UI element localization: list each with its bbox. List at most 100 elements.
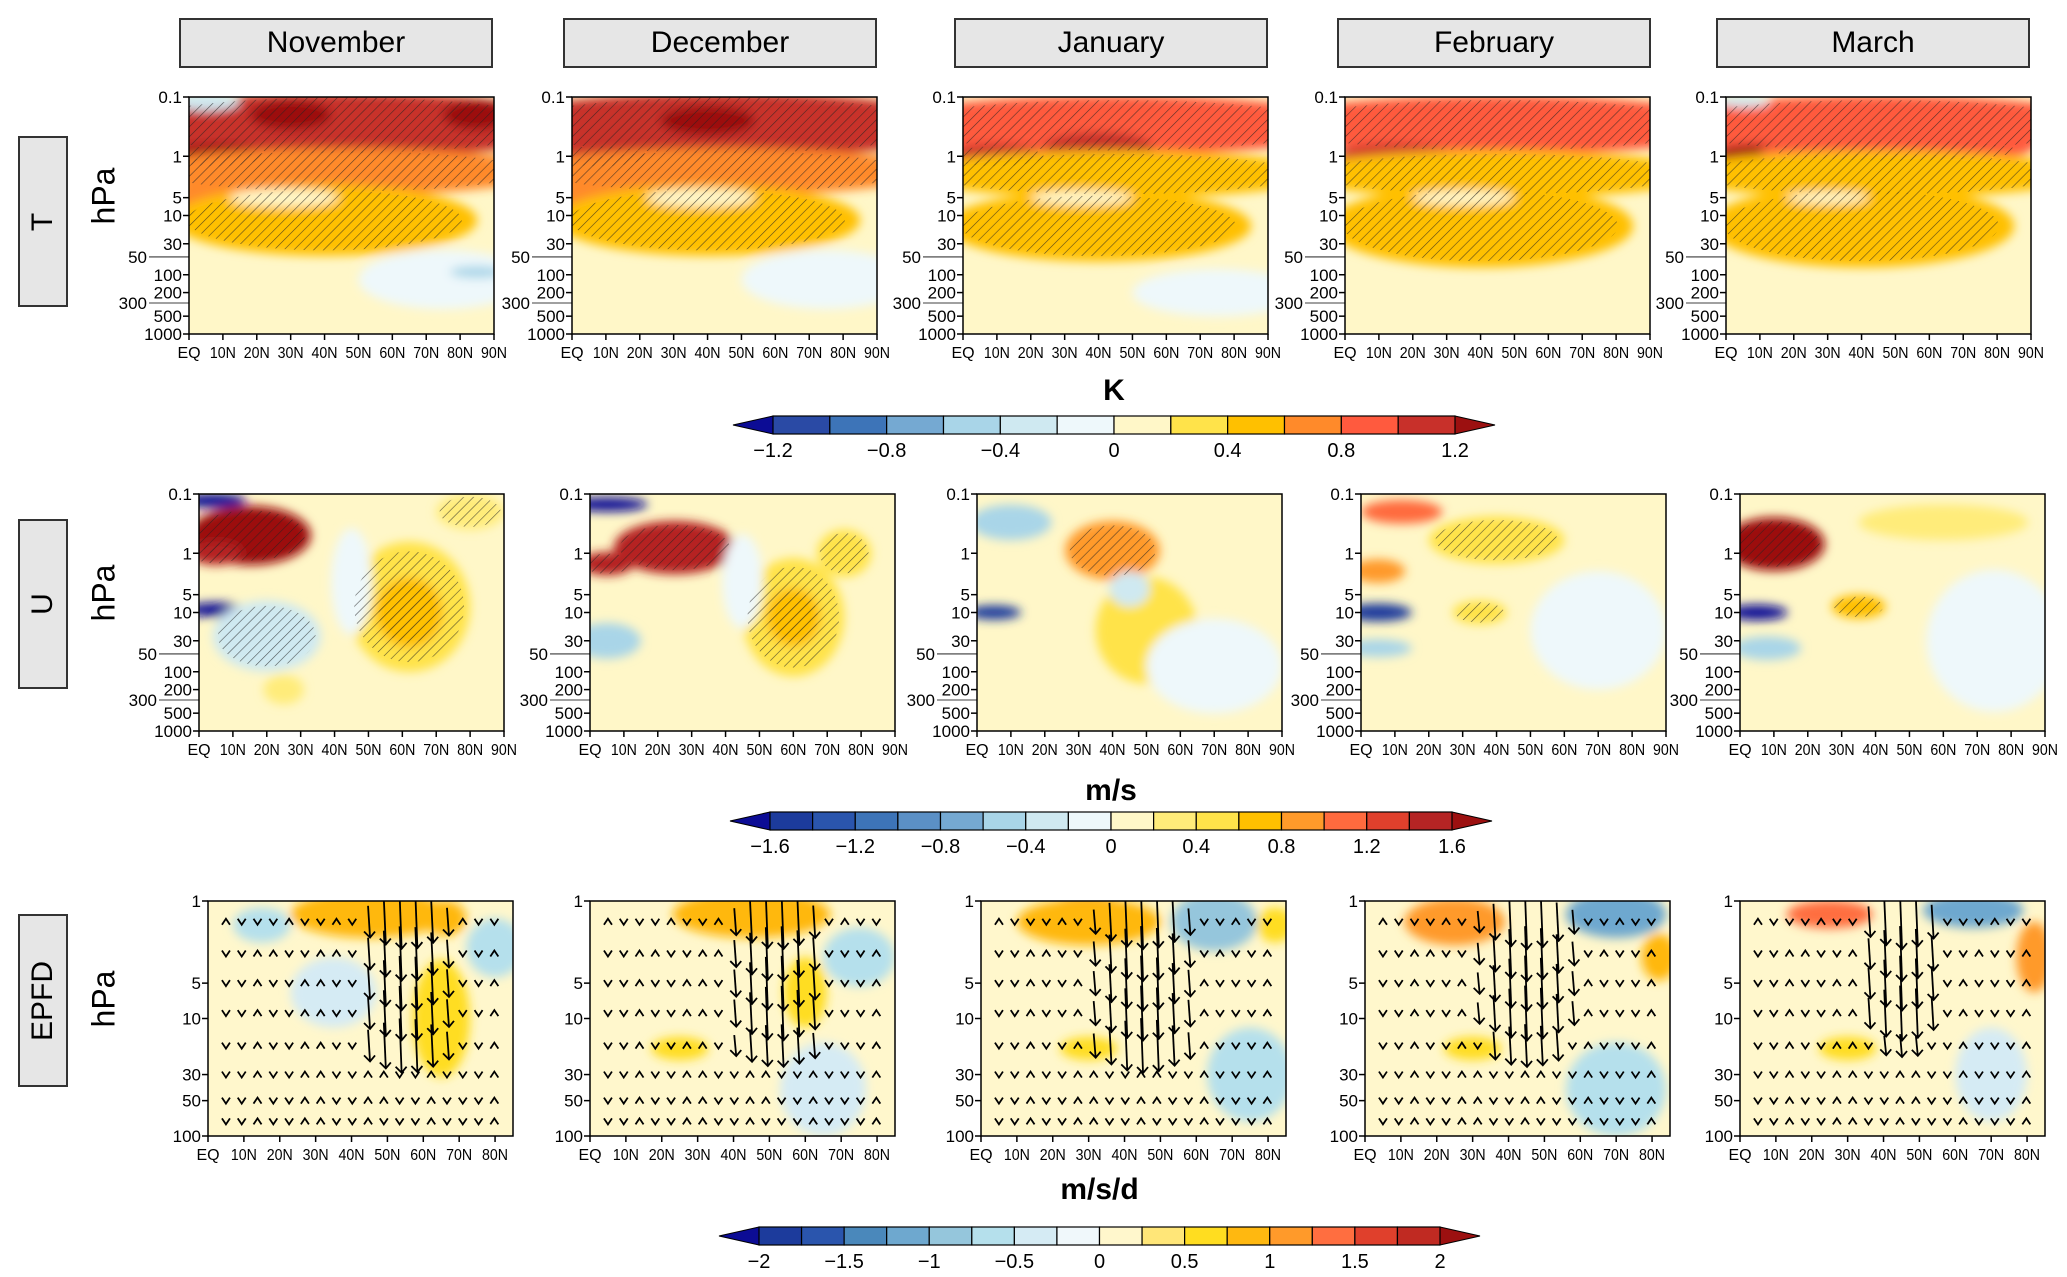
flux-arrow-small — [1768, 1009, 1779, 1018]
flux-arrow-small — [634, 1116, 645, 1125]
flux-arrow-small — [1441, 1097, 1451, 1106]
flux-arrow-small — [808, 1116, 818, 1125]
x-tick-label: 90N — [481, 345, 507, 362]
colorbar-tick-label: 0 — [1094, 1251, 1105, 1273]
flux-arrow-head — [1863, 962, 1877, 971]
y-tick-label: 10 — [564, 1010, 583, 1029]
flux-arrow-small — [1441, 950, 1451, 959]
flux-arrow-head — [1120, 1031, 1133, 1040]
flux-arrow-small — [603, 1042, 613, 1051]
x-tick-label: 80N — [447, 345, 473, 362]
flux-arrow-small — [650, 1042, 661, 1051]
field-anomaly — [651, 1036, 709, 1061]
flux-arrow-small — [1199, 1008, 1209, 1017]
flux-arrow-head — [363, 992, 376, 1001]
flux-arrow-small — [347, 918, 357, 927]
significance-hatching — [199, 543, 241, 564]
y-tick-label: 30 — [182, 1066, 201, 1085]
flux-arrow-small — [1073, 918, 1083, 927]
flux-arrow-small — [331, 1117, 342, 1126]
flux-arrow-head — [1120, 971, 1133, 980]
flux-arrow-head — [1104, 965, 1118, 974]
flux-arrow — [812, 905, 817, 938]
flux-arrow-small — [713, 1071, 724, 1080]
flux-arrow — [764, 927, 769, 980]
flux-arrow — [414, 956, 419, 1010]
y-tick-label: 50 — [1665, 248, 1684, 267]
flux-arrow-small — [1630, 1042, 1641, 1051]
x-tick-label: 80N — [1221, 345, 1247, 362]
flux-arrow-small — [713, 1042, 724, 1051]
x-tick-label: 20N — [1032, 742, 1058, 759]
flux-arrow-small — [1262, 1069, 1273, 1079]
x-tick-label: 80N — [1235, 742, 1261, 759]
flux-arrow-small — [682, 978, 692, 987]
flux-arrow — [446, 939, 450, 968]
flux-arrow — [1867, 997, 1872, 1029]
y-tick-label: 1000 — [1316, 722, 1354, 741]
flux-arrow-small — [1990, 979, 2000, 988]
flux-arrow-small — [2005, 1042, 2016, 1051]
flux-arrow-small — [697, 1069, 708, 1079]
flux-arrow-small — [650, 948, 661, 958]
flux-arrow — [1930, 996, 1935, 1031]
flux-arrow-small — [379, 1117, 389, 1126]
flux-arrow-small — [331, 1071, 342, 1080]
flux-arrow-small — [603, 1097, 613, 1106]
colorbar-over-arrow — [1454, 415, 1496, 435]
flux-arrow-small — [1942, 950, 1953, 959]
flux-arrow-small — [1199, 1096, 1209, 1105]
y-tick-label: 50 — [182, 1092, 201, 1111]
colorbar-swatch — [769, 811, 814, 831]
flux-arrow-small — [1009, 918, 1020, 927]
flux-arrow-small — [855, 1117, 866, 1126]
y-tick-label: 1 — [1329, 147, 1338, 166]
y-tick-label: 1 — [1345, 544, 1354, 563]
flux-arrow-small — [1847, 918, 1858, 927]
flux-arrow-head — [1504, 1030, 1517, 1039]
flux-arrow-small — [268, 1117, 279, 1126]
flux-arrow-head — [792, 999, 806, 1008]
flux-arrow — [1571, 971, 1576, 996]
flux-arrow-small — [458, 1097, 468, 1106]
contour-field — [590, 494, 895, 731]
flux-arrow-small — [2021, 1069, 2032, 1079]
flux-arrow-small — [268, 948, 279, 958]
x-tick-label: 20N — [1781, 345, 1807, 362]
flux-arrow-small — [331, 1009, 342, 1018]
flux-arrow-small — [252, 1096, 263, 1105]
flux-arrow-head — [1911, 1049, 1924, 1058]
flux-arrow — [796, 959, 801, 1007]
flux-arrow-small — [410, 1117, 421, 1126]
flux-arrow-small — [1816, 1042, 1826, 1051]
x-tick-label: 70N — [1950, 345, 1976, 362]
flux-arrow-small — [1800, 918, 1811, 927]
flux-arrow-small — [1615, 979, 1625, 988]
flux-arrow-small — [1847, 1116, 1858, 1125]
x-tick-label: 50N — [1906, 1147, 1932, 1164]
flux-arrow-small — [347, 1009, 357, 1018]
colorbar-tick-label: 0 — [1108, 440, 1119, 462]
y-tick-label: 30 — [163, 235, 182, 254]
flux-arrow-head — [1183, 989, 1197, 998]
x-tick-label: 10N — [220, 742, 246, 759]
flux-arrow-small — [1990, 1117, 2000, 1126]
flux-arrow-small — [300, 978, 310, 987]
flux-arrow — [1539, 957, 1544, 1009]
colorbar-u: −1.6 −1.2 −0.8 −0.4 0 0.4 0.8 1.2 1.6 — [729, 811, 1493, 858]
field-anomaly — [1146, 618, 1282, 714]
flux-arrow-small — [1425, 948, 1436, 958]
flux-arrow-small — [761, 1096, 771, 1105]
y-tick-label: 500 — [164, 704, 192, 723]
flux-arrow-head — [761, 1032, 774, 1041]
flux-arrow — [382, 930, 387, 977]
flux-arrow-small — [1536, 1096, 1546, 1105]
flux-arrow-small — [994, 917, 1004, 926]
significance-hatching — [1435, 519, 1558, 561]
y-axis-label: hPa — [85, 970, 122, 1027]
flux-arrow — [733, 999, 738, 1027]
flux-arrow — [1492, 965, 1497, 1002]
x-tick-label: 90N — [2018, 345, 2044, 362]
flux-arrow-small — [1472, 1042, 1483, 1051]
